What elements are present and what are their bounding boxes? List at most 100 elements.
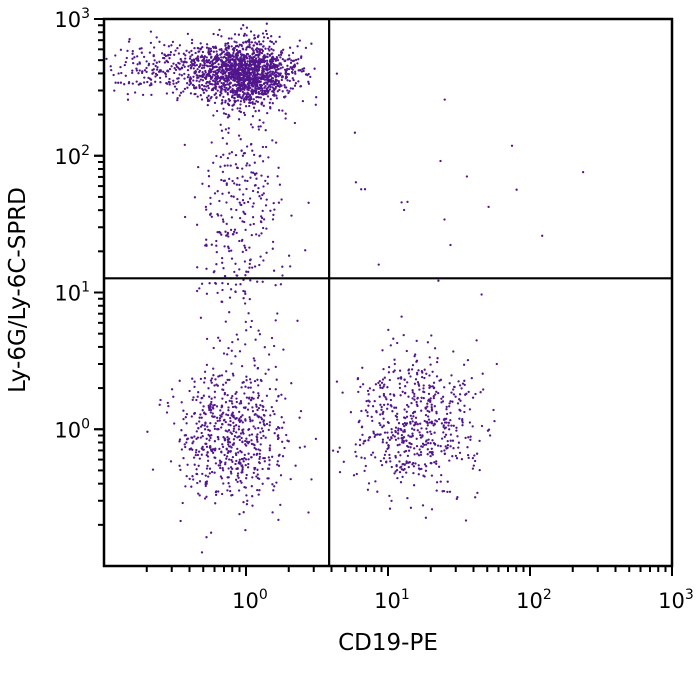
- event-point: [263, 98, 266, 101]
- event-point: [203, 61, 206, 64]
- event-point: [235, 183, 239, 186]
- event-point: [264, 29, 268, 33]
- event-point: [226, 430, 229, 433]
- event-point: [179, 91, 183, 94]
- event-point: [212, 367, 215, 370]
- event-point: [207, 475, 210, 478]
- event-point: [467, 390, 470, 394]
- event-point: [452, 388, 455, 391]
- event-point: [454, 454, 458, 458]
- event-point: [236, 95, 239, 99]
- event-point: [282, 348, 285, 351]
- event-point: [413, 392, 416, 396]
- event-point: [182, 90, 185, 93]
- event-point: [411, 391, 414, 394]
- event-point: [260, 232, 263, 235]
- event-point: [294, 464, 297, 467]
- event-point: [468, 421, 472, 424]
- event-point: [178, 94, 181, 97]
- event-point: [112, 73, 115, 77]
- event-point: [276, 312, 279, 315]
- event-point: [191, 53, 194, 57]
- event-point: [239, 100, 243, 103]
- event-point: [256, 378, 259, 381]
- event-point: [222, 107, 225, 110]
- event-point: [435, 481, 439, 484]
- event-point: [183, 443, 186, 446]
- event-point: [195, 74, 199, 77]
- event-point: [400, 201, 403, 204]
- event-point: [469, 438, 472, 441]
- event-point: [205, 208, 208, 211]
- event-point: [280, 198, 283, 201]
- event-point: [224, 90, 227, 93]
- event-point: [437, 465, 441, 468]
- event-point: [260, 427, 264, 430]
- event-point: [256, 440, 259, 443]
- event-point: [261, 160, 265, 163]
- event-point: [435, 375, 439, 378]
- event-point: [194, 51, 197, 55]
- event-point: [287, 91, 290, 95]
- event-point: [422, 387, 425, 390]
- event-point: [215, 79, 218, 82]
- event-point: [373, 399, 376, 403]
- event-point: [213, 192, 217, 195]
- event-point: [479, 391, 482, 394]
- event-point: [234, 290, 237, 294]
- event-point: [199, 75, 203, 78]
- event-point: [177, 61, 180, 65]
- event-point: [240, 436, 243, 440]
- event-point: [255, 452, 259, 456]
- event-point: [428, 421, 432, 424]
- event-point: [386, 431, 389, 434]
- event-point: [244, 228, 247, 232]
- event-point: [403, 392, 407, 395]
- event-point: [135, 69, 139, 72]
- event-point: [259, 220, 263, 223]
- event-point: [223, 77, 226, 80]
- event-point: [380, 463, 384, 467]
- event-point: [220, 214, 223, 217]
- event-point: [228, 71, 232, 74]
- event-point: [398, 460, 401, 463]
- event-point: [432, 424, 435, 427]
- event-point: [262, 73, 265, 76]
- event-point: [180, 401, 183, 404]
- event-point: [124, 60, 127, 64]
- event-point: [416, 429, 419, 432]
- event-point: [204, 412, 207, 416]
- event-point: [210, 434, 213, 437]
- event-point: [265, 65, 269, 68]
- event-point: [436, 444, 440, 447]
- event-point: [383, 376, 386, 379]
- event-point: [405, 422, 409, 425]
- event-point: [262, 121, 265, 124]
- event-point: [443, 386, 446, 389]
- event-point: [238, 87, 241, 90]
- event-point: [433, 431, 436, 434]
- event-point: [393, 435, 396, 438]
- event-point: [196, 67, 199, 71]
- event-point: [190, 38, 194, 42]
- event-point: [432, 396, 435, 400]
- event-point: [260, 48, 264, 51]
- event-point: [372, 388, 375, 392]
- event-point: [515, 188, 518, 191]
- event-point: [248, 98, 252, 101]
- event-point: [290, 70, 294, 74]
- event-point: [420, 467, 423, 471]
- event-point: [422, 390, 425, 393]
- event-point: [258, 421, 262, 424]
- event-point: [268, 463, 271, 466]
- event-point: [268, 45, 271, 48]
- event-point: [124, 74, 127, 77]
- event-point: [472, 464, 475, 467]
- event-point: [231, 460, 234, 463]
- event-point: [478, 439, 481, 443]
- event-point: [461, 421, 464, 424]
- event-point: [256, 191, 260, 194]
- event-point: [167, 404, 170, 408]
- event-point: [220, 415, 223, 418]
- event-point: [414, 378, 418, 381]
